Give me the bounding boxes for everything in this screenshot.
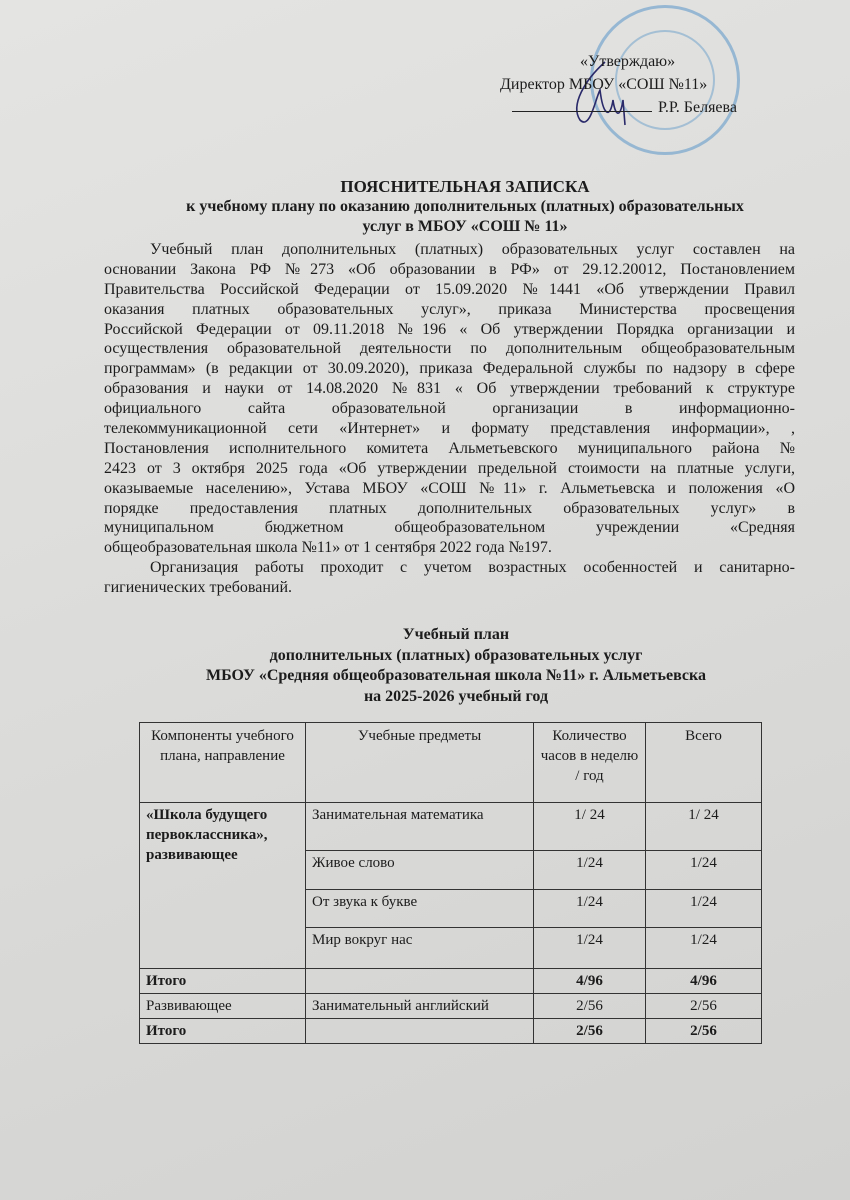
title-line: услуг в МБОУ «СОШ № 11» <box>362 218 568 235</box>
text-line: оказания платных образовательных услуг»,… <box>104 300 795 318</box>
table-row: От звука к букве 1/24 1/24 <box>140 889 762 928</box>
hours-cell: 2/56 <box>533 993 646 1019</box>
stamp-seal <box>590 5 740 155</box>
table-row: Живое слово 1/24 1/24 <box>140 850 762 890</box>
table-row-total: Итого 2/56 2/56 <box>139 1018 762 1044</box>
hours-cell: 4/96 <box>533 968 646 994</box>
text-line: порядке предоставления платных дополните… <box>104 499 795 517</box>
column-header: Количество часов в неделю / год <box>533 722 646 803</box>
hours-cell: 1/ 24 <box>533 802 646 851</box>
empty-cell <box>305 1018 534 1044</box>
total-label: Итого <box>139 968 306 994</box>
hours-cell: 1/24 <box>533 927 646 969</box>
text-line: гигиенических требований. <box>104 578 293 596</box>
hours-cell: 1/24 <box>533 850 646 890</box>
component-cell: Развивающее <box>139 993 306 1019</box>
text-line: программам» (в редакции от 30.09.2020), … <box>104 360 795 378</box>
total-cell: 2/56 <box>645 993 762 1019</box>
total-cell: 2/56 <box>645 1018 762 1044</box>
approval-position: Директор МБОУ «СОШ №11» <box>500 76 708 93</box>
approval-block: «Утверждаю» Директор МБОУ «СОШ №11» Р.Р.… <box>500 50 760 119</box>
title-line: ПОЯСНИТЕЛЬНАЯ ЗАПИСКА <box>340 177 590 196</box>
title-line: к учебному плану по оказанию дополнитель… <box>186 198 744 215</box>
total-cell: 1/ 24 <box>645 802 762 851</box>
plan-title-line: дополнительных (платных) образовательных… <box>269 646 643 664</box>
text-line: общеобразовательная школа №11» от 1 сент… <box>104 539 552 557</box>
hours-cell: 1/24 <box>533 889 646 928</box>
column-header: Учебные предметы <box>305 722 534 803</box>
table-row: Мир вокруг нас 1/24 1/24 <box>140 927 762 969</box>
text-line: основании Закона РФ №273 «Об образовании… <box>104 260 795 278</box>
paragraph-basis: Учебный план дополнительных (платных) об… <box>104 240 795 558</box>
component-cell: «Школа будущего первоклассника», развива… <box>139 802 306 969</box>
text-line: 2423 от 3 октября 2025 года «Об утвержде… <box>104 459 795 477</box>
plan-title-line: Учебный план <box>402 626 510 643</box>
column-header: Компоненты учебного плана, направление <box>139 722 306 803</box>
table-row-total: Итого 4/96 4/96 <box>139 968 762 994</box>
column-header: Всего <box>645 722 762 803</box>
text-line: телекоммуникационной сети «Интернет» и ф… <box>104 420 795 438</box>
paragraph-organization: Организация работы проходит с учетом воз… <box>104 558 795 598</box>
document-title: ПОЯСНИТЕЛЬНАЯ ЗАПИСКА к учебному плану п… <box>100 177 830 237</box>
text-line: официального сайта образовательной орган… <box>104 400 795 418</box>
plan-title-line: на 2025-2026 учебный год <box>363 687 549 705</box>
table-row: «Школа будущего первоклассника», развива… <box>139 802 762 969</box>
total-cell: 1/24 <box>645 889 762 928</box>
plan-title-line: МБОУ «Средняя общеобразовательная школа … <box>205 667 707 684</box>
approval-name: Р.Р. Беляева <box>658 99 737 116</box>
total-cell: 1/24 <box>645 850 762 890</box>
subject-cell: Мир вокруг нас <box>305 927 534 969</box>
text-line: Учебный план дополнительных (платных) об… <box>150 241 795 258</box>
subject-cell: От звука к букве <box>305 889 534 928</box>
table-row: Развивающее Занимательный английский 2/5… <box>139 993 762 1019</box>
table-header-row: Компоненты учебного плана, направление У… <box>139 722 762 803</box>
text-line: муниципальном бюджетном общеобразователь… <box>104 519 795 537</box>
subject-cell: Занимательный английский <box>305 993 534 1019</box>
hours-cell: 2/56 <box>533 1018 646 1044</box>
total-label: Итого <box>139 1018 306 1044</box>
total-cell: 4/96 <box>645 968 762 994</box>
plan-table: Компоненты учебного плана, направление У… <box>139 722 762 1044</box>
text-line: Организация работы проходит с учетом воз… <box>150 559 795 576</box>
subject-cell: Живое слово <box>305 850 534 890</box>
total-cell: 1/24 <box>645 927 762 969</box>
text-line: Правительства Российской Федерации от 15… <box>104 280 795 298</box>
subject-cell: Занимательная математика <box>305 802 534 851</box>
plan-title: Учебный план дополнительных (платных) об… <box>150 625 762 707</box>
text-line: оказываемые населению», Устава МБОУ «СОШ… <box>104 479 795 497</box>
empty-cell <box>305 968 534 994</box>
text-line: осуществления образовательной деятельнос… <box>104 340 795 358</box>
text-line: образования и науки от 14.08.2020 №831 «… <box>104 380 795 398</box>
text-line: Постановления исполнительного комитета А… <box>104 439 795 457</box>
signature-line <box>512 97 652 112</box>
text-line: Российской Федерации от 09.11.2018 №196 … <box>104 320 795 338</box>
approval-caption: «Утверждаю» <box>580 53 676 70</box>
